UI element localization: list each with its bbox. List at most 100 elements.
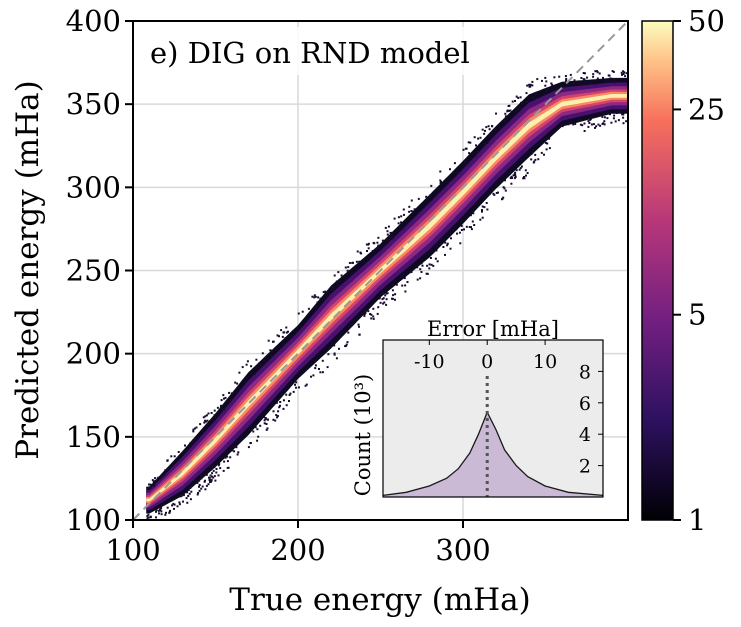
density-point xyxy=(147,516,150,519)
density-point xyxy=(456,232,458,235)
density-point xyxy=(392,283,394,286)
density-point xyxy=(420,271,423,273)
density-point xyxy=(516,109,519,112)
density-point xyxy=(305,383,308,386)
density-point xyxy=(217,474,220,477)
density-point xyxy=(301,310,304,313)
density-point xyxy=(514,175,517,178)
density-point xyxy=(529,83,532,86)
density-point xyxy=(446,242,449,245)
density-point xyxy=(603,123,606,126)
density-point xyxy=(572,82,575,85)
density-point xyxy=(205,414,208,417)
density-point xyxy=(327,353,330,356)
density-point xyxy=(611,70,614,73)
density-point xyxy=(504,189,507,192)
density-point xyxy=(583,72,586,75)
density-point xyxy=(294,383,296,386)
density-point xyxy=(602,122,605,125)
density-point xyxy=(176,505,179,508)
density-point xyxy=(331,289,334,292)
density-point xyxy=(173,507,175,510)
density-point xyxy=(462,148,465,151)
density-point xyxy=(311,295,314,298)
density-point xyxy=(625,120,628,123)
density-point xyxy=(582,83,585,85)
density-point xyxy=(386,233,389,236)
density-point xyxy=(592,75,595,78)
density-point xyxy=(375,248,378,250)
density-point xyxy=(214,415,217,418)
density-point xyxy=(603,120,606,123)
x-axis-ticks: 100 200 300 xyxy=(105,520,491,567)
inset-y-ticks: 2 4 6 8 xyxy=(579,361,603,478)
density-point xyxy=(379,301,382,304)
density-point xyxy=(386,230,389,233)
density-point xyxy=(210,419,213,422)
density-point xyxy=(449,247,452,250)
density-point xyxy=(294,378,297,381)
density-point xyxy=(479,218,482,221)
density-point xyxy=(292,390,295,393)
density-point xyxy=(202,416,205,419)
density-point xyxy=(298,386,300,389)
density-point xyxy=(495,192,498,194)
density-point xyxy=(160,510,163,513)
density-point xyxy=(372,315,375,318)
density-point xyxy=(504,179,506,182)
density-point xyxy=(182,500,184,503)
density-point xyxy=(236,453,239,456)
density-point xyxy=(162,474,165,477)
density-point xyxy=(208,479,211,481)
density-point xyxy=(314,306,317,308)
density-point xyxy=(440,180,442,183)
density-point xyxy=(377,245,380,248)
density-point xyxy=(495,112,497,115)
density-point xyxy=(153,484,156,487)
density-point xyxy=(364,311,367,314)
density-point xyxy=(234,381,237,384)
density-point xyxy=(146,515,149,518)
density-point xyxy=(358,260,361,263)
density-point xyxy=(149,486,152,489)
density-point xyxy=(606,80,609,83)
density-point xyxy=(481,216,484,219)
density-point xyxy=(205,484,208,487)
density-point xyxy=(382,297,385,300)
density-point xyxy=(160,513,163,516)
density-point xyxy=(204,420,207,423)
density-point xyxy=(514,174,517,176)
colorbar-tick-label: 1 xyxy=(688,503,706,537)
density-point xyxy=(534,93,537,95)
density-point xyxy=(523,177,526,180)
density-point xyxy=(305,368,308,370)
density-point xyxy=(495,184,498,187)
density-point xyxy=(149,483,152,486)
density-point xyxy=(405,223,408,226)
density-point xyxy=(540,151,543,154)
density-point xyxy=(437,187,440,190)
density-point xyxy=(208,476,210,479)
density-point xyxy=(468,226,471,228)
density-point xyxy=(216,406,219,409)
y-tick-label: 200 xyxy=(66,337,121,371)
y-tick-label: 400 xyxy=(66,4,121,38)
density-point xyxy=(321,359,324,362)
density-point xyxy=(385,292,388,295)
density-point xyxy=(169,509,171,512)
density-point xyxy=(266,427,269,430)
density-point xyxy=(172,502,175,505)
density-point xyxy=(148,488,150,491)
density-point xyxy=(487,125,490,128)
density-point xyxy=(288,394,291,396)
density-point xyxy=(196,481,199,484)
density-point xyxy=(532,97,535,100)
density-point xyxy=(238,371,241,374)
density-point xyxy=(263,419,266,422)
inset-x-tick-label: 10 xyxy=(533,351,557,373)
density-point xyxy=(481,209,483,211)
density-point xyxy=(426,272,429,275)
density-point xyxy=(295,381,298,384)
density-point xyxy=(285,331,288,334)
density-point xyxy=(402,208,405,211)
